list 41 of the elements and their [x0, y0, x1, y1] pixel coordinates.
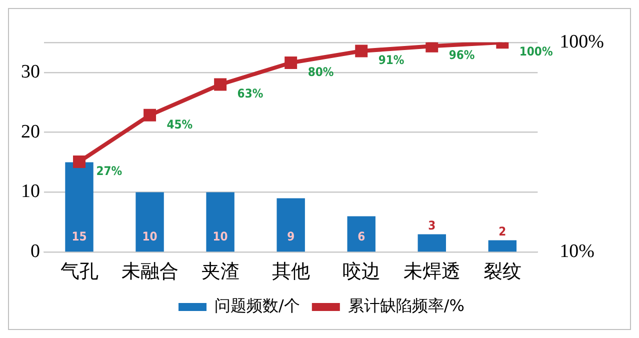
data-label: 10 — [142, 230, 158, 244]
bar — [276, 198, 305, 252]
y2-tick-label: 100% — [560, 31, 604, 52]
point — [214, 78, 227, 91]
data-label: 10 — [212, 230, 228, 244]
legend-label: 问题频数/个 — [214, 296, 300, 316]
point — [144, 108, 156, 122]
x-tick-label: 裂纹 — [483, 262, 522, 283]
x-tick-label: 未焊透 — [403, 262, 460, 283]
y-tick-label: 0 — [30, 241, 40, 262]
data-label: 91% — [378, 53, 404, 68]
data-label: 45% — [166, 117, 193, 132]
data-label: 80% — [308, 64, 334, 79]
bar — [488, 240, 517, 252]
x-tick-label: 未融合 — [121, 262, 178, 283]
data-label: 2 — [498, 224, 506, 238]
y-tick-label: 30 — [21, 61, 40, 82]
y-tick-label: 20 — [21, 121, 40, 142]
y2-tick-label: 10% — [560, 241, 595, 262]
data-label: 9 — [287, 230, 295, 244]
x-tick-label: 其他 — [272, 262, 310, 283]
point — [73, 155, 86, 168]
data-label: 6 — [358, 230, 366, 244]
y-tick-label: 10 — [21, 181, 40, 202]
data-label: 63% — [237, 86, 264, 101]
bar — [65, 162, 94, 252]
bar — [418, 234, 446, 252]
data-label: 15 — [72, 230, 87, 244]
bar — [206, 192, 234, 252]
data-label: 100% — [519, 44, 553, 59]
x-tick-label: 气孔 — [60, 262, 98, 283]
data-label: 3 — [428, 218, 436, 232]
data-label: 96% — [448, 48, 475, 62]
x-tick-label: 夹渣 — [201, 262, 240, 283]
point — [355, 44, 368, 58]
point — [284, 56, 298, 69]
bar — [136, 192, 164, 252]
bar — [347, 216, 376, 252]
data-label: 27% — [96, 164, 122, 178]
legend-label: 累计缺陷频率/% — [348, 296, 464, 316]
x-tick-label: 咬边 — [342, 260, 380, 283]
